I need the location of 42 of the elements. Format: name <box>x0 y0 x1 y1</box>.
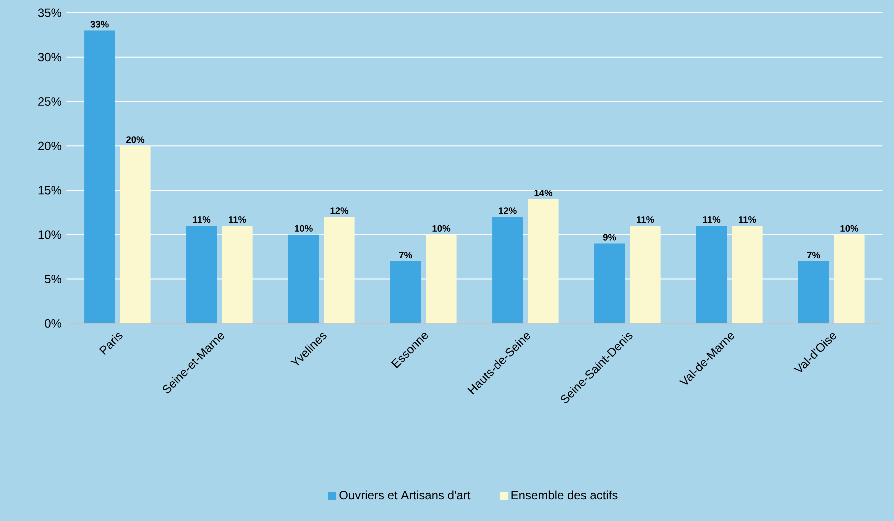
bar <box>120 146 151 324</box>
data-label: 14% <box>534 190 553 196</box>
bar <box>324 217 355 324</box>
bar <box>528 199 559 324</box>
data-label: 7% <box>807 252 820 259</box>
bar <box>834 234 865 324</box>
bar <box>798 262 830 324</box>
data-label: 10% <box>840 225 859 232</box>
data-label: 11% <box>229 216 246 224</box>
bar <box>492 217 524 324</box>
legend-label: Ouvriers et Artisans d'art <box>340 490 471 500</box>
bar <box>696 226 728 324</box>
bar <box>288 234 320 324</box>
data-label: 7% <box>399 252 412 259</box>
legend-label: Ensemble des actifs <box>512 490 618 500</box>
y-tick-label: 5% <box>45 275 62 284</box>
bar <box>426 234 457 324</box>
y-tick-label: 0% <box>45 319 62 328</box>
y-tick-label: 10% <box>38 230 62 240</box>
bar <box>84 30 116 324</box>
data-label: 11% <box>637 216 654 224</box>
bar <box>594 244 626 324</box>
y-tick-label: 35% <box>38 8 62 18</box>
bar <box>732 226 763 324</box>
y-tick-label: 20% <box>38 142 62 150</box>
bar <box>630 226 661 324</box>
data-label: 11% <box>703 216 721 224</box>
data-label: 9% <box>603 234 616 241</box>
y-tick-label: 15% <box>38 186 62 195</box>
y-tick-label: 25% <box>38 98 62 106</box>
y-tick-label: 30% <box>38 53 62 62</box>
bar <box>222 226 253 324</box>
data-label: 10% <box>295 225 313 232</box>
data-label: 12% <box>330 208 349 214</box>
data-label: 33% <box>90 21 109 28</box>
data-label: 10% <box>432 225 451 232</box>
data-label: 11% <box>739 216 756 224</box>
data-label: 11% <box>193 216 211 224</box>
data-label: 20% <box>126 136 145 144</box>
bar <box>390 262 422 324</box>
data-label: 12% <box>499 208 517 214</box>
bar <box>186 226 218 324</box>
